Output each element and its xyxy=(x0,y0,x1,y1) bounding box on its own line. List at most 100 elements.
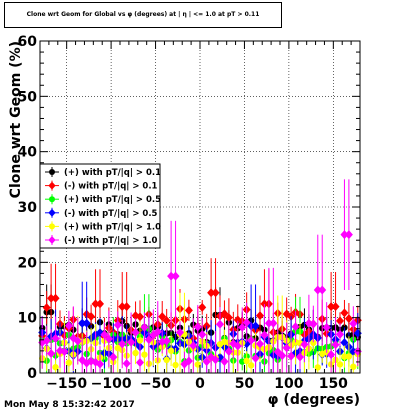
data-point xyxy=(327,302,336,312)
y-axis-title: Clone wrt Geom (%) xyxy=(8,41,24,198)
data-point xyxy=(91,299,100,309)
data-point xyxy=(42,336,51,346)
data-point xyxy=(327,350,336,360)
data-point xyxy=(260,299,269,309)
chart-title: Clone wrt Geom for Global vs φ (degrees)… xyxy=(26,11,260,18)
legend-marker xyxy=(48,236,56,244)
data-point xyxy=(238,322,247,332)
data-point xyxy=(211,355,220,365)
data-point xyxy=(42,303,51,313)
data-point xyxy=(309,319,318,329)
data-point xyxy=(260,330,269,340)
y-tick-label: 40 xyxy=(18,145,38,161)
data-point xyxy=(336,316,344,326)
data-layer xyxy=(38,179,362,373)
data-point xyxy=(162,316,171,326)
legend-marker xyxy=(49,196,55,203)
legend-marker xyxy=(48,181,56,190)
data-point xyxy=(153,327,162,337)
legend-box xyxy=(39,163,161,249)
data-point xyxy=(256,311,264,321)
data-point xyxy=(331,302,340,312)
legend-label: (-) with pT/|q| > 0.5 xyxy=(64,209,158,219)
data-point xyxy=(87,311,96,321)
data-point xyxy=(122,302,131,312)
data-point xyxy=(144,335,153,345)
data-point xyxy=(140,322,149,332)
legend-label: (-) with pT/|q| > 0.1 xyxy=(64,182,158,192)
legend-label: (+) with pT/|q| > 0.1 xyxy=(64,168,161,178)
data-point xyxy=(251,321,260,331)
legend-marker xyxy=(48,208,56,217)
data-point xyxy=(96,299,104,309)
data-point xyxy=(224,313,233,323)
series-6 xyxy=(38,179,362,373)
data-point xyxy=(211,288,220,298)
y-tick-label: 30 xyxy=(18,200,38,216)
legend-label: (+) with pT/|q| > 0.5 xyxy=(64,195,161,205)
data-point xyxy=(51,293,60,303)
data-point xyxy=(163,356,170,364)
x-tick-label: 150 xyxy=(319,376,348,392)
data-point xyxy=(216,319,224,329)
data-point xyxy=(184,356,193,366)
data-point xyxy=(296,352,304,362)
data-point xyxy=(176,327,184,337)
data-point xyxy=(278,351,287,361)
data-point xyxy=(304,318,313,328)
data-point xyxy=(51,333,60,343)
x-tick-label: −150 xyxy=(46,376,87,392)
y-tick-label: 50 xyxy=(18,89,38,105)
data-point xyxy=(122,359,131,369)
x-tick-label: 100 xyxy=(274,376,303,392)
data-point xyxy=(136,358,144,368)
y-tick-label: 20 xyxy=(18,255,38,271)
data-point xyxy=(344,314,353,324)
data-point xyxy=(189,341,198,351)
data-point xyxy=(322,322,331,332)
data-point xyxy=(158,312,167,322)
data-point xyxy=(132,349,139,357)
data-point xyxy=(104,334,113,344)
data-point xyxy=(167,271,176,281)
data-point xyxy=(282,343,291,353)
data-point xyxy=(136,337,144,344)
legend-marker xyxy=(49,223,55,230)
data-point xyxy=(350,363,357,370)
data-point xyxy=(314,364,321,371)
data-point xyxy=(194,361,201,368)
data-point xyxy=(318,285,327,295)
data-point xyxy=(47,293,56,303)
x-tick-label: 0 xyxy=(195,376,205,392)
data-point xyxy=(344,230,353,240)
data-point xyxy=(202,357,211,367)
data-point xyxy=(60,347,69,357)
data-point xyxy=(65,359,73,366)
data-point xyxy=(345,353,353,360)
data-point xyxy=(47,348,56,358)
legend-label: (-) with pT/|q| > 1.0 xyxy=(64,236,158,246)
chart-title-box: Clone wrt Geom for Global vs φ (degrees)… xyxy=(4,2,282,28)
data-point xyxy=(242,318,251,328)
x-tick-label: −100 xyxy=(91,376,132,392)
data-point xyxy=(82,318,91,328)
data-point xyxy=(251,353,260,363)
data-point xyxy=(256,339,264,349)
data-point xyxy=(198,302,207,312)
data-point xyxy=(171,271,180,281)
data-point xyxy=(291,322,300,332)
data-point xyxy=(162,336,171,346)
data-point xyxy=(264,318,273,328)
legend-marker xyxy=(49,169,55,175)
data-point xyxy=(287,351,296,361)
legend: (+) with pT/|q| > 0.1 (-) with pT/|q| > 0… xyxy=(39,163,161,249)
data-point xyxy=(100,330,109,340)
data-point xyxy=(331,340,340,350)
y-tick-label: 60 xyxy=(18,34,38,50)
legend-label: (+) with pT/|q| > 1.0 xyxy=(64,222,161,232)
data-point xyxy=(207,288,216,298)
x-axis-title: φ (degrees) xyxy=(268,392,360,408)
data-point xyxy=(109,352,118,362)
data-point xyxy=(247,335,256,345)
